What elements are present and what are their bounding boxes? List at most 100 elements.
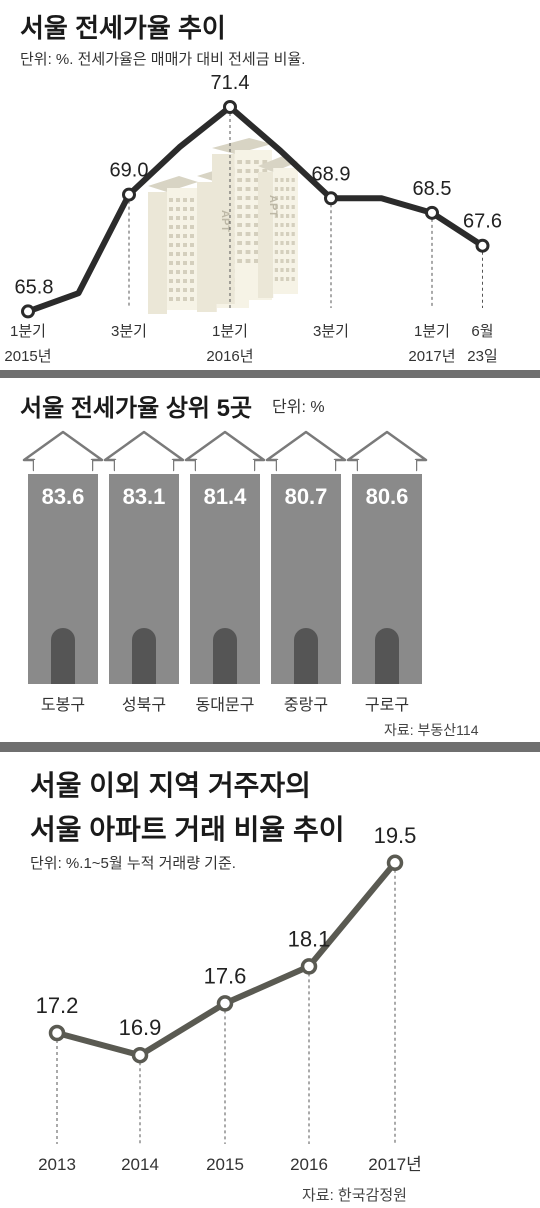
top5-panel: 서울 전세가율 상위 5곳 단위: % 83.6 도봉구 83.1 성북구 81.4 동대… [0,378,540,742]
apartment-window [280,214,284,218]
apartment-window [280,178,284,182]
apartment-window [183,279,187,283]
bar-arrow-neck [196,460,254,474]
apartment-window [254,196,259,200]
apartment-window [280,196,284,200]
apartment-window [190,288,194,292]
apartment-window [237,178,242,182]
apartment-window [274,187,278,191]
apartment-window [245,187,251,191]
apartment-window [286,214,290,218]
apartment-window [169,279,173,283]
apartment-building [148,192,167,314]
apartment-window [176,279,180,283]
apartment-window [291,205,295,209]
series-line [25,104,486,315]
jeonse-trend-chart: APT APT 1분기 2015년 3분기 1분기 2016년 3분기 1분기 2017년 6월 23… [4,72,502,365]
apartment-window [274,205,278,209]
x-tick-label: 2016년 [206,348,253,365]
bar-door [132,628,156,684]
apartment-window [286,196,290,200]
apartment-window [169,207,173,211]
apartment-window [169,270,173,274]
apartment-window [286,259,290,263]
apartment-roof [148,176,198,192]
apartment-window [169,234,173,238]
apartment-window [176,261,180,265]
apartment-window [183,243,187,247]
top5-unit: 단위: % [272,399,325,416]
apartment-window [274,250,278,254]
apartment-window [237,232,242,236]
bar-arrow-neck [115,460,173,474]
apartment-window [291,232,295,236]
apartment-window [169,288,173,292]
apartment-building [258,172,274,298]
apartment-window [245,223,251,227]
bar-value-label: 80.6 [366,484,409,509]
apartment-window [169,252,173,256]
apartment-window [291,277,295,281]
x-tick-label: 2017년 [368,1155,421,1174]
top5-title: 서울 전세가율 상위 5곳 [20,395,253,422]
data-label: 68.5 [413,178,452,200]
apartment-window [280,223,284,227]
data-label: 65.8 [15,276,54,298]
data-point [48,1024,66,1042]
apartment-window [190,225,194,229]
apartment-window [190,234,194,238]
apartment-window [291,250,295,254]
data-label: 67.6 [463,211,502,233]
bar-door [375,628,399,684]
apartment-window [280,232,284,236]
apartment-window [169,198,173,202]
x-tick-label: 2016 [290,1155,328,1174]
apartment-window [254,178,259,182]
apartment-window [274,214,278,218]
apartment-window [183,261,187,265]
apartment-window [183,297,187,301]
data-point [21,304,35,319]
apartment-window [274,232,278,236]
outsider-title-line2: 서울 아파트 거래 비율 추이 [30,814,345,845]
data-point [131,1046,149,1064]
data-label: 18.1 [288,926,331,951]
x-tick-label: 2017년 [408,348,455,365]
apartment-window [190,243,194,247]
apartment-window [291,178,295,182]
apartment-window [254,214,259,218]
outsider-panel: 서울 이외 지역 거주자의 서울 아파트 거래 비율 추이 단위: %.1~5월… [0,752,540,1208]
apartment-window [190,270,194,274]
x-tick-label: 1분기 [10,323,46,340]
apartment-building [212,154,235,304]
apartment-window [183,270,187,274]
apartment-window [291,259,295,263]
apartment-window [237,205,242,209]
apartment-window [190,297,194,301]
apartment-window [176,288,180,292]
apartment-window [280,277,284,281]
apartment-window [286,187,290,191]
data-point [475,238,490,253]
apartment-window [237,187,242,191]
apartment-window [286,277,290,281]
apartment-window [183,198,187,202]
apartment-window [286,223,290,227]
apartment-window [190,252,194,256]
data-point [300,958,318,975]
data-point [324,191,338,206]
apartment-window [254,259,259,263]
apartment-window [274,178,278,182]
x-tick-label: 2013 [38,1155,76,1174]
apartment-window [291,268,295,272]
bar-value-label: 83.6 [42,484,85,509]
apartment-window [274,268,278,272]
x-tick-label: 6월 [471,323,493,340]
category-label: 중랑구 [284,696,328,714]
apartment-window [183,207,187,211]
apartment-window [190,198,194,202]
apartment-window [286,178,290,182]
apartment-sign: APT [267,195,279,217]
outsider-subtitle: 단위: %.1~5월 누적 거래량 기준. [30,855,236,872]
category-label: 성북구 [122,696,166,714]
